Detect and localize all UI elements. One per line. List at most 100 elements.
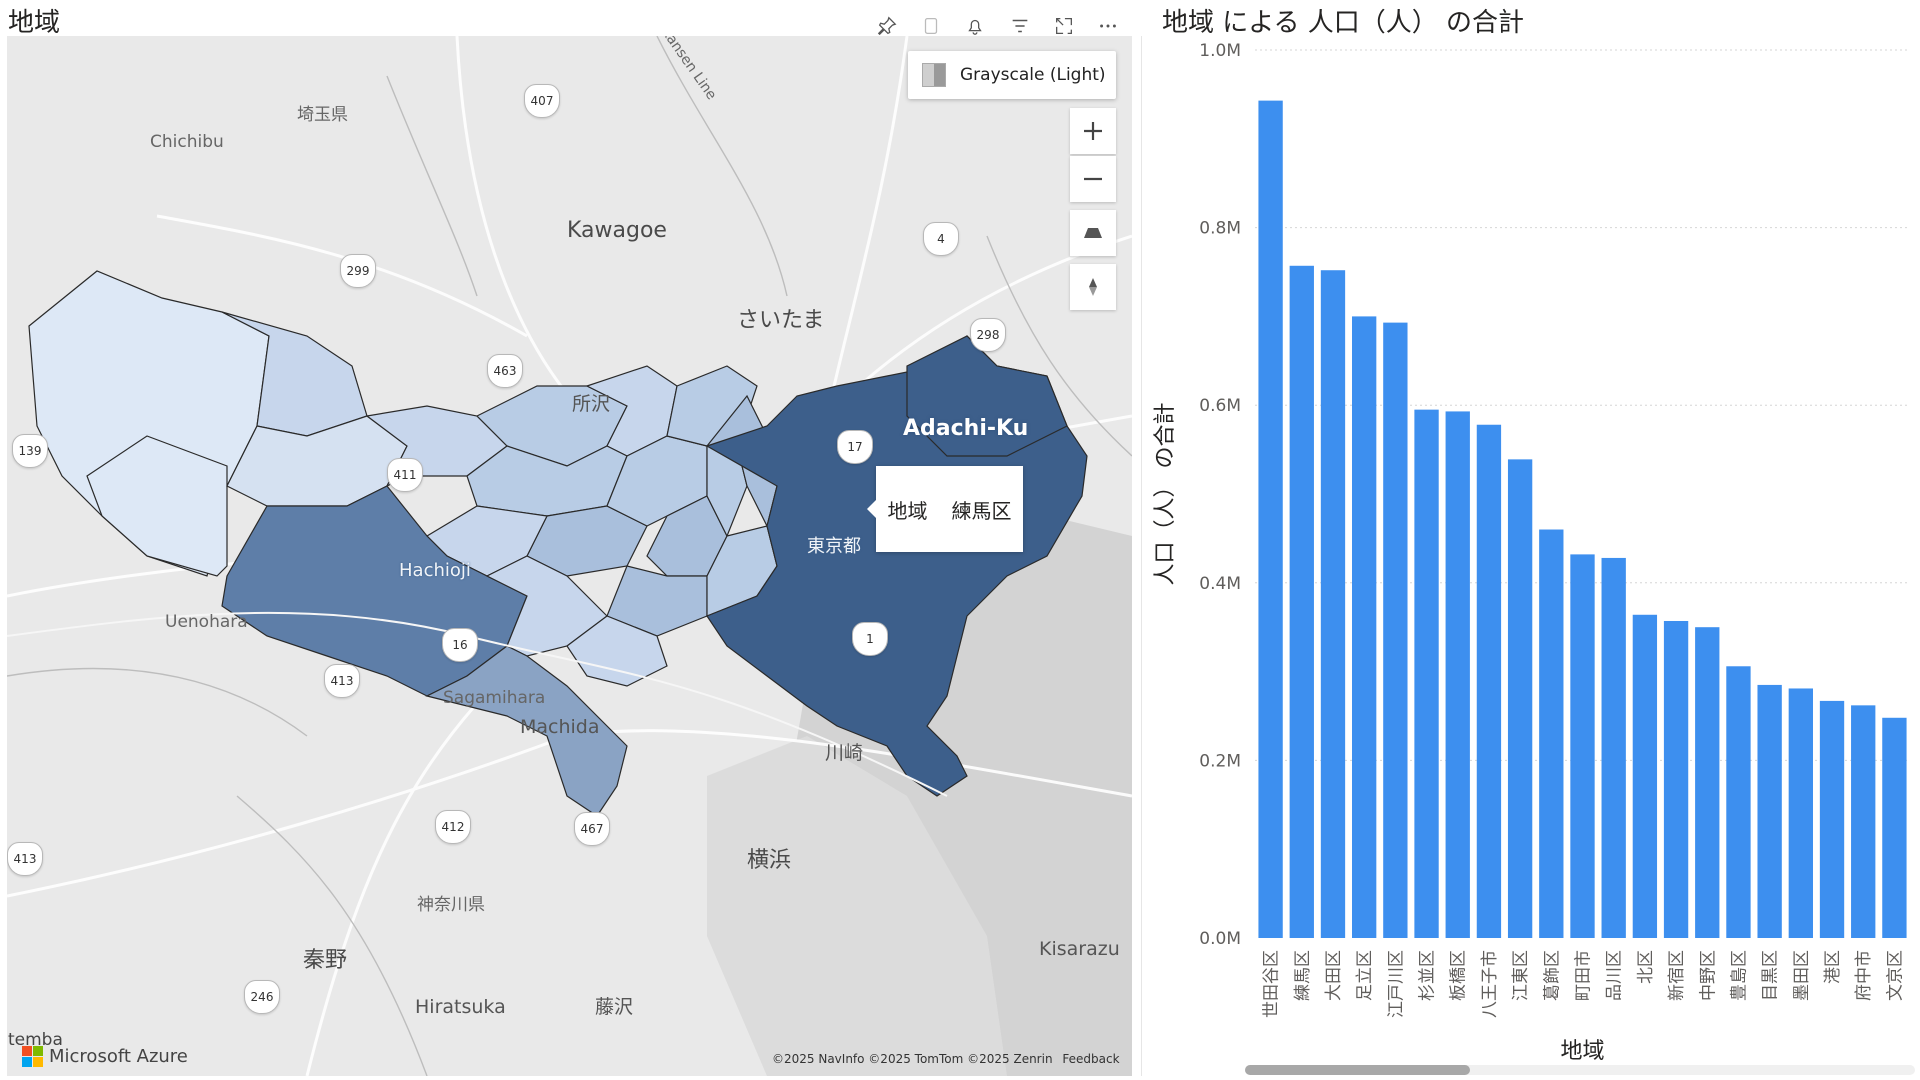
x-tick-label: 中野区	[1698, 950, 1718, 1001]
label-temba: temba	[8, 1030, 63, 1050]
y-tick-label: 0.4M	[1199, 574, 1241, 594]
label-kawagoe: Kawagoe	[567, 218, 667, 243]
map-style-label: Grayscale (Light)	[960, 65, 1106, 85]
label-tokorozawa: 所沢	[572, 393, 611, 415]
route-shield-413: 413	[324, 664, 360, 698]
x-tick-label: 北区	[1636, 950, 1656, 984]
map-canvas[interactable]: 埼玉県 Chichibu Kawagoe さいたま 所沢 Adachi-Ku 東…	[7, 36, 1132, 1076]
bar[interactable]	[1570, 554, 1595, 938]
x-tick-label: 府中市	[1854, 950, 1874, 1001]
y-axis-title: 人口（人） の合計	[1153, 403, 1178, 586]
more-options-icon[interactable]	[1093, 11, 1123, 41]
map-style-icon	[922, 63, 946, 87]
bar[interactable]	[1882, 717, 1907, 938]
feedback-link[interactable]: Feedback	[1062, 1052, 1120, 1066]
bar[interactable]	[1352, 316, 1377, 938]
chart-title: 地域 による 人口（人） の合計	[1162, 8, 1525, 38]
label-adachi: Adachi-Ku	[903, 416, 1029, 441]
x-axis-title: 地域	[1560, 1039, 1604, 1064]
x-tick-label: 港区	[1823, 950, 1843, 984]
bar[interactable]	[1320, 270, 1346, 938]
bar[interactable]	[1851, 705, 1876, 938]
x-tick-label: 町田市	[1574, 950, 1594, 1001]
x-tick-label: 江戸川区	[1386, 950, 1406, 1018]
compass-button[interactable]	[1070, 264, 1116, 310]
route-shield-413b: 413	[7, 842, 43, 876]
coast-area	[707, 736, 1007, 1076]
bar[interactable]	[1476, 424, 1502, 939]
bar[interactable]	[1258, 100, 1283, 939]
label-kawasaki: 川崎	[825, 742, 864, 764]
y-tick-label: 0.6M	[1199, 396, 1241, 416]
label-hiratsuka: Hiratsuka	[415, 996, 506, 1018]
map-style-picker[interactable]: Grayscale (Light)	[908, 51, 1116, 99]
microsoft-logo-icon	[22, 1046, 43, 1067]
bar[interactable]	[1788, 688, 1813, 938]
bell-icon[interactable]	[960, 11, 990, 41]
x-tick-label: 世田谷区	[1262, 950, 1282, 1018]
zoom-out-icon	[1084, 177, 1102, 181]
bar[interactable]	[1507, 459, 1533, 938]
bar[interactable]	[1414, 409, 1439, 938]
zoom-in-button[interactable]	[1070, 108, 1116, 154]
bar-chart[interactable]: 0.0M 0.2M 0.4M 0.6M 0.8M 1.0M 世田谷区 練馬区 大田区 足立区 江戸川…	[1150, 0, 1920, 1080]
chart-scrollbar-track[interactable]	[1245, 1065, 1915, 1075]
bar[interactable]	[1632, 614, 1658, 938]
bar[interactable]	[1601, 557, 1626, 938]
x-tick-label: 練馬区	[1293, 950, 1313, 1001]
bar[interactable]	[1663, 620, 1689, 938]
bar[interactable]	[1539, 529, 1564, 938]
map-tooltip: 地域 練馬区	[867, 466, 1023, 552]
basemap	[7, 36, 1132, 1076]
label-tokyo: 東京都	[807, 536, 861, 557]
y-tick-label: 0.2M	[1199, 751, 1241, 771]
label-hachioji: Hachioji	[399, 560, 471, 581]
x-tick-label: 新宿区	[1667, 950, 1687, 1001]
copy-icon[interactable]	[916, 11, 946, 41]
y-tick-label: 0.8M	[1199, 219, 1241, 239]
pitch-button[interactable]	[1070, 210, 1116, 256]
route-shield-299: 299	[340, 254, 376, 288]
filter-icon[interactable]	[1005, 11, 1035, 41]
map-title: 地域	[8, 8, 61, 38]
zoom-out-button[interactable]	[1070, 156, 1116, 202]
bar[interactable]	[1757, 684, 1782, 938]
minor-roads	[7, 36, 1132, 1076]
microsoft-azure-attribution: Microsoft Azure	[22, 1046, 188, 1067]
bar[interactable]	[1726, 666, 1751, 938]
route-shield-139: 139	[12, 434, 48, 468]
region-inagi[interactable]	[566, 615, 668, 687]
route-shield-246: 246	[244, 980, 280, 1014]
compass-icon	[1089, 278, 1097, 296]
y-tick-label: 0.0M	[1199, 929, 1241, 949]
visual-header	[865, 8, 1130, 44]
label-hadano: 秦野	[303, 948, 348, 973]
region-hinohara[interactable]	[86, 435, 228, 577]
route-shield-17: 17	[837, 430, 873, 464]
label-saitama: さいたま	[737, 308, 825, 333]
x-tick-label: 品川区	[1605, 950, 1625, 1001]
pitch-icon	[1084, 228, 1102, 238]
label-uenohara: Uenohara	[165, 612, 248, 632]
route-shield-412: 412	[435, 810, 471, 844]
label-machida: Machida	[520, 716, 600, 738]
label-kanagawa: 神奈川県	[417, 895, 485, 915]
x-tick-label: 墨田区	[1792, 950, 1812, 1001]
bar[interactable]	[1289, 265, 1314, 938]
route-shield-16: 16	[442, 628, 478, 662]
bar[interactable]	[1445, 411, 1470, 938]
x-tick-label: 葛飾区	[1542, 950, 1562, 1001]
pin-icon[interactable]	[872, 11, 902, 41]
bar[interactable]	[1695, 627, 1720, 938]
label-saitama-pref: 埼玉県	[297, 105, 348, 125]
x-tick-label: 八王子市	[1480, 950, 1500, 1018]
visual-divider	[1141, 36, 1142, 1076]
bar[interactable]	[1383, 322, 1408, 939]
route-shield-298: 298	[970, 318, 1006, 352]
x-tick-label: 大田区	[1324, 950, 1344, 1001]
region-machida[interactable]	[425, 645, 628, 817]
chart-scrollbar-thumb[interactable]	[1245, 1065, 1470, 1075]
label-yokohama: 横浜	[747, 848, 792, 873]
bar[interactable]	[1819, 700, 1845, 938]
focus-mode-icon[interactable]	[1049, 11, 1079, 41]
